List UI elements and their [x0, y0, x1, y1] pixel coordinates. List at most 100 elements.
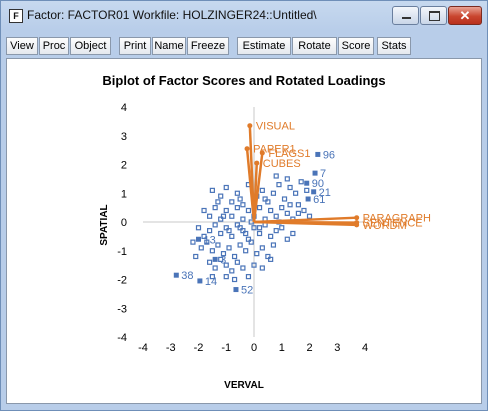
- name-button[interactable]: Name: [152, 37, 186, 55]
- score-point-labeled: [315, 151, 321, 157]
- score-point: [240, 202, 246, 208]
- loading-vector: [253, 220, 357, 227]
- score-point: [306, 213, 313, 219]
- score-point: [254, 251, 260, 257]
- estimate-button[interactable]: Estimate: [237, 37, 291, 55]
- score-point: [270, 190, 277, 196]
- score-label: 61: [313, 194, 325, 206]
- score-point-labeled: [212, 256, 218, 262]
- score-point: [223, 207, 229, 214]
- score-point: [240, 265, 246, 271]
- score-point: [218, 193, 224, 199]
- score-point: [256, 225, 263, 231]
- score-point-labeled: [312, 170, 318, 176]
- chart-title: Biplot of Factor Scores and Rotated Load…: [102, 73, 385, 88]
- x-tick-label: -4: [138, 342, 148, 354]
- score-point: [218, 216, 224, 222]
- score-point: [284, 236, 290, 242]
- score-point: [201, 233, 207, 239]
- x-tick-label: 1: [279, 342, 285, 354]
- object-button[interactable]: Object: [70, 37, 111, 55]
- score-point: [223, 262, 229, 268]
- score-point: [259, 245, 265, 251]
- score-point: [201, 207, 207, 214]
- freeze-button[interactable]: Freeze: [187, 37, 229, 55]
- loading-label: WORDM: [363, 220, 407, 232]
- score-point: [204, 239, 210, 245]
- score-point: [218, 230, 224, 237]
- score-point: [268, 256, 274, 262]
- score-point: [207, 228, 213, 234]
- score-point: [215, 199, 221, 205]
- stats-button[interactable]: Stats: [377, 37, 411, 55]
- loading-label: FLAGS1: [268, 148, 310, 160]
- score-label: 96: [323, 149, 335, 161]
- score-point: [212, 205, 218, 211]
- y-tick-label: 4: [121, 102, 127, 114]
- y-tick-label: 0: [121, 217, 127, 229]
- score-point: [248, 239, 254, 245]
- score-point: [273, 228, 279, 234]
- score-point: [259, 265, 265, 271]
- close-button[interactable]: ✕: [448, 6, 482, 25]
- biplot-chart: Biplot of Factor Scores and Rotated Load…: [99, 73, 431, 391]
- y-tick-label: -3: [117, 303, 127, 315]
- score-point: [220, 251, 227, 257]
- score-point: [209, 248, 215, 254]
- minimize-button[interactable]: [392, 6, 419, 25]
- score-label: 90: [312, 178, 324, 190]
- score-point: [287, 184, 293, 191]
- score-label: 52: [241, 285, 253, 297]
- score-point: [229, 233, 235, 239]
- score-point: [243, 248, 249, 254]
- score-point: [198, 245, 204, 251]
- minimize-icon: [402, 17, 411, 19]
- x-tick-label: 3: [334, 342, 340, 354]
- score-point: [195, 225, 202, 231]
- score-point: [273, 213, 279, 219]
- graph-view: Biplot of Factor Scores and Rotated Load…: [6, 58, 482, 404]
- loading-endpoint: [247, 123, 253, 129]
- loading-vectors: VISUALPAPER1FLAGS1CUBESPARAGRAPHSENTENCE…: [244, 121, 431, 232]
- y-tick-label: 3: [121, 131, 127, 143]
- close-icon: ✕: [459, 8, 471, 23]
- print-button[interactable]: Print: [119, 37, 151, 55]
- score-point: [268, 207, 274, 214]
- y-tick-label: 2: [121, 160, 127, 172]
- score-point: [256, 205, 263, 211]
- rotate-button[interactable]: Rotate: [292, 37, 337, 55]
- score-button[interactable]: Score: [338, 37, 374, 55]
- score-label: 13: [204, 234, 216, 246]
- loading-label: PARAGRAPH: [363, 213, 431, 225]
- score-point: [262, 196, 268, 202]
- x-tick-label: -2: [194, 342, 204, 354]
- score-point: [207, 259, 213, 265]
- view-button[interactable]: View: [6, 37, 38, 55]
- score-point: [223, 225, 229, 231]
- score-point: [245, 236, 252, 242]
- score-point: [265, 199, 271, 205]
- score-point: [279, 225, 285, 231]
- proc-button[interactable]: Proc: [39, 37, 69, 55]
- score-point: [220, 213, 227, 219]
- loading-vector: [252, 163, 259, 223]
- score-point: [218, 256, 224, 262]
- score-point: [231, 253, 238, 260]
- score-point: [223, 274, 229, 280]
- score-point: [304, 187, 310, 193]
- score-point-labeled: [197, 278, 203, 284]
- score-point: [301, 207, 307, 214]
- score-point: [251, 225, 257, 231]
- maximize-button[interactable]: [420, 6, 447, 25]
- score-label: 7: [320, 168, 326, 180]
- score-point: [265, 253, 271, 260]
- maximize-icon: [429, 11, 440, 21]
- score-point: [193, 253, 199, 260]
- score-point: [229, 268, 235, 274]
- factor-app-icon: F: [9, 9, 23, 23]
- title-bar[interactable]: F Factor: FACTOR01 Workfile: HOLZINGER24…: [1, 1, 487, 31]
- score-point: [251, 262, 257, 268]
- score-point-labeled: [173, 272, 179, 278]
- loading-endpoint: [259, 150, 265, 156]
